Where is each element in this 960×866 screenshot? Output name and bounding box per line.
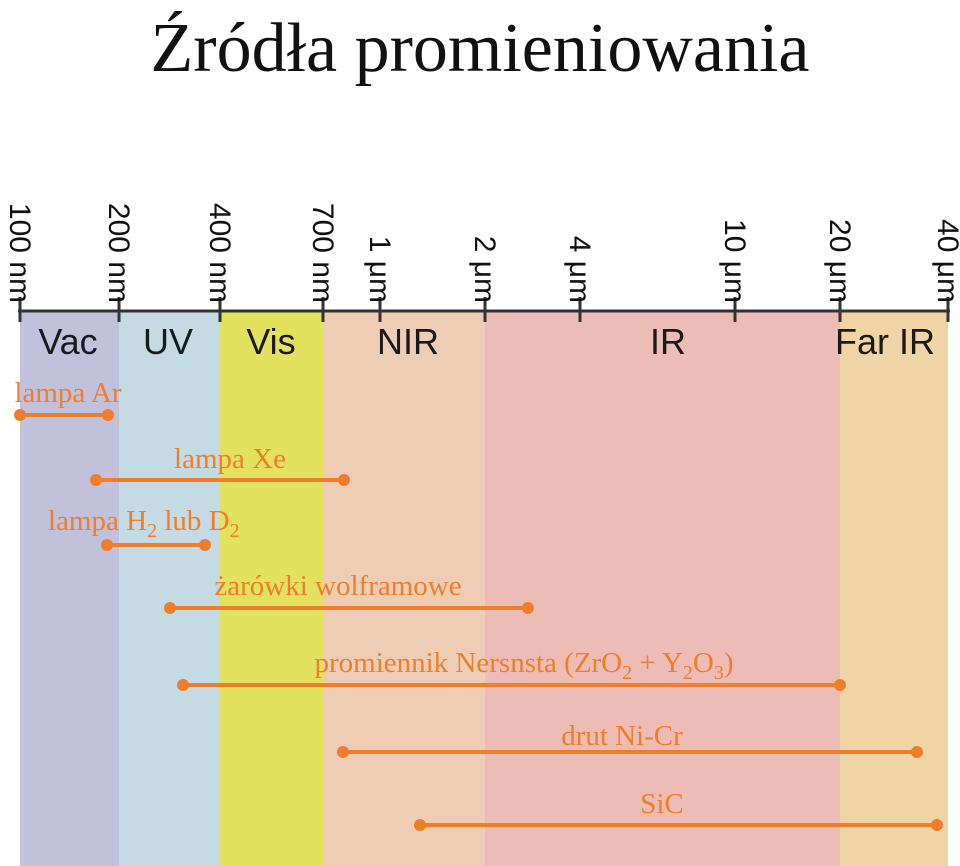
source-range-end xyxy=(522,602,534,614)
page-title: Źródła promieniowania xyxy=(150,10,810,87)
tick-labels: 100 nm 200 nm 400 nm 700 nm 1 μm 2 μm 4 μm 10 μ… xyxy=(3,203,960,303)
tick-label: 1 μm xyxy=(363,236,396,303)
source-range-end xyxy=(102,409,114,421)
region-band xyxy=(119,311,220,866)
radiation-sources: lampa Ar lampa Xe lampa H2 lub D2 żarówki w… xyxy=(14,377,943,831)
tick-label: 100 nm xyxy=(3,203,36,303)
source-range-start xyxy=(164,602,176,614)
region-label: IR xyxy=(650,321,686,362)
source-range-end xyxy=(834,679,846,691)
tick-label: 10 μm xyxy=(718,219,751,303)
source-label: promiennik Nersnsta (ZrO2 + Y2O3) xyxy=(314,647,733,684)
source-range-start xyxy=(414,819,426,831)
source-range-end xyxy=(199,539,211,551)
source-label: lampa Xe xyxy=(174,443,286,475)
region-label: NIR xyxy=(377,321,439,362)
region-label: Far IR xyxy=(835,321,935,362)
region-band xyxy=(580,311,840,866)
tick-label: 700 nm xyxy=(306,203,339,303)
tick-label: 40 μm xyxy=(931,219,960,303)
region-label: Vis xyxy=(246,321,295,362)
source-label: drut Ni-Cr xyxy=(561,720,683,752)
region-label: UV xyxy=(143,321,193,362)
tick-label: 400 nm xyxy=(203,203,236,303)
source-range-start xyxy=(337,746,349,758)
region-band xyxy=(323,311,485,866)
source-range: drut Ni-Cr xyxy=(337,720,923,758)
source-range: SiC xyxy=(414,788,943,831)
spectrum-regions xyxy=(20,311,948,866)
region-labels: Vac UV Vis NIR IR Far IR xyxy=(38,321,935,362)
source-label: SiC xyxy=(640,788,684,820)
source-label: lampa H2 lub D2 xyxy=(48,505,240,542)
region-band xyxy=(485,311,580,866)
region-band xyxy=(840,311,948,866)
tick-label: 2 μm xyxy=(468,236,501,303)
source-label: żarówki wolframowe xyxy=(214,570,461,602)
source-range-end xyxy=(911,746,923,758)
source-range: promiennik Nersnsta (ZrO2 + Y2O3) xyxy=(177,647,846,691)
source-label: lampa Ar xyxy=(14,377,121,409)
source-range-end xyxy=(338,474,350,486)
tick-label: 200 nm xyxy=(102,203,135,303)
source-range: lampa H2 lub D2 xyxy=(48,505,240,551)
source-range-start xyxy=(90,474,102,486)
source-range-start xyxy=(177,679,189,691)
tick-label: 4 μm xyxy=(563,236,596,303)
source-range-end xyxy=(931,819,943,831)
source-range: lampa Ar xyxy=(14,377,122,421)
source-range: lampa Xe xyxy=(90,443,350,486)
source-range: żarówki wolframowe xyxy=(164,570,534,614)
wavelength-axis xyxy=(18,297,950,322)
region-band xyxy=(20,311,119,866)
tick-label: 20 μm xyxy=(823,219,856,303)
source-range-start xyxy=(101,539,113,551)
source-range-start xyxy=(14,409,26,421)
region-label: Vac xyxy=(38,321,97,362)
region-band xyxy=(220,311,323,866)
